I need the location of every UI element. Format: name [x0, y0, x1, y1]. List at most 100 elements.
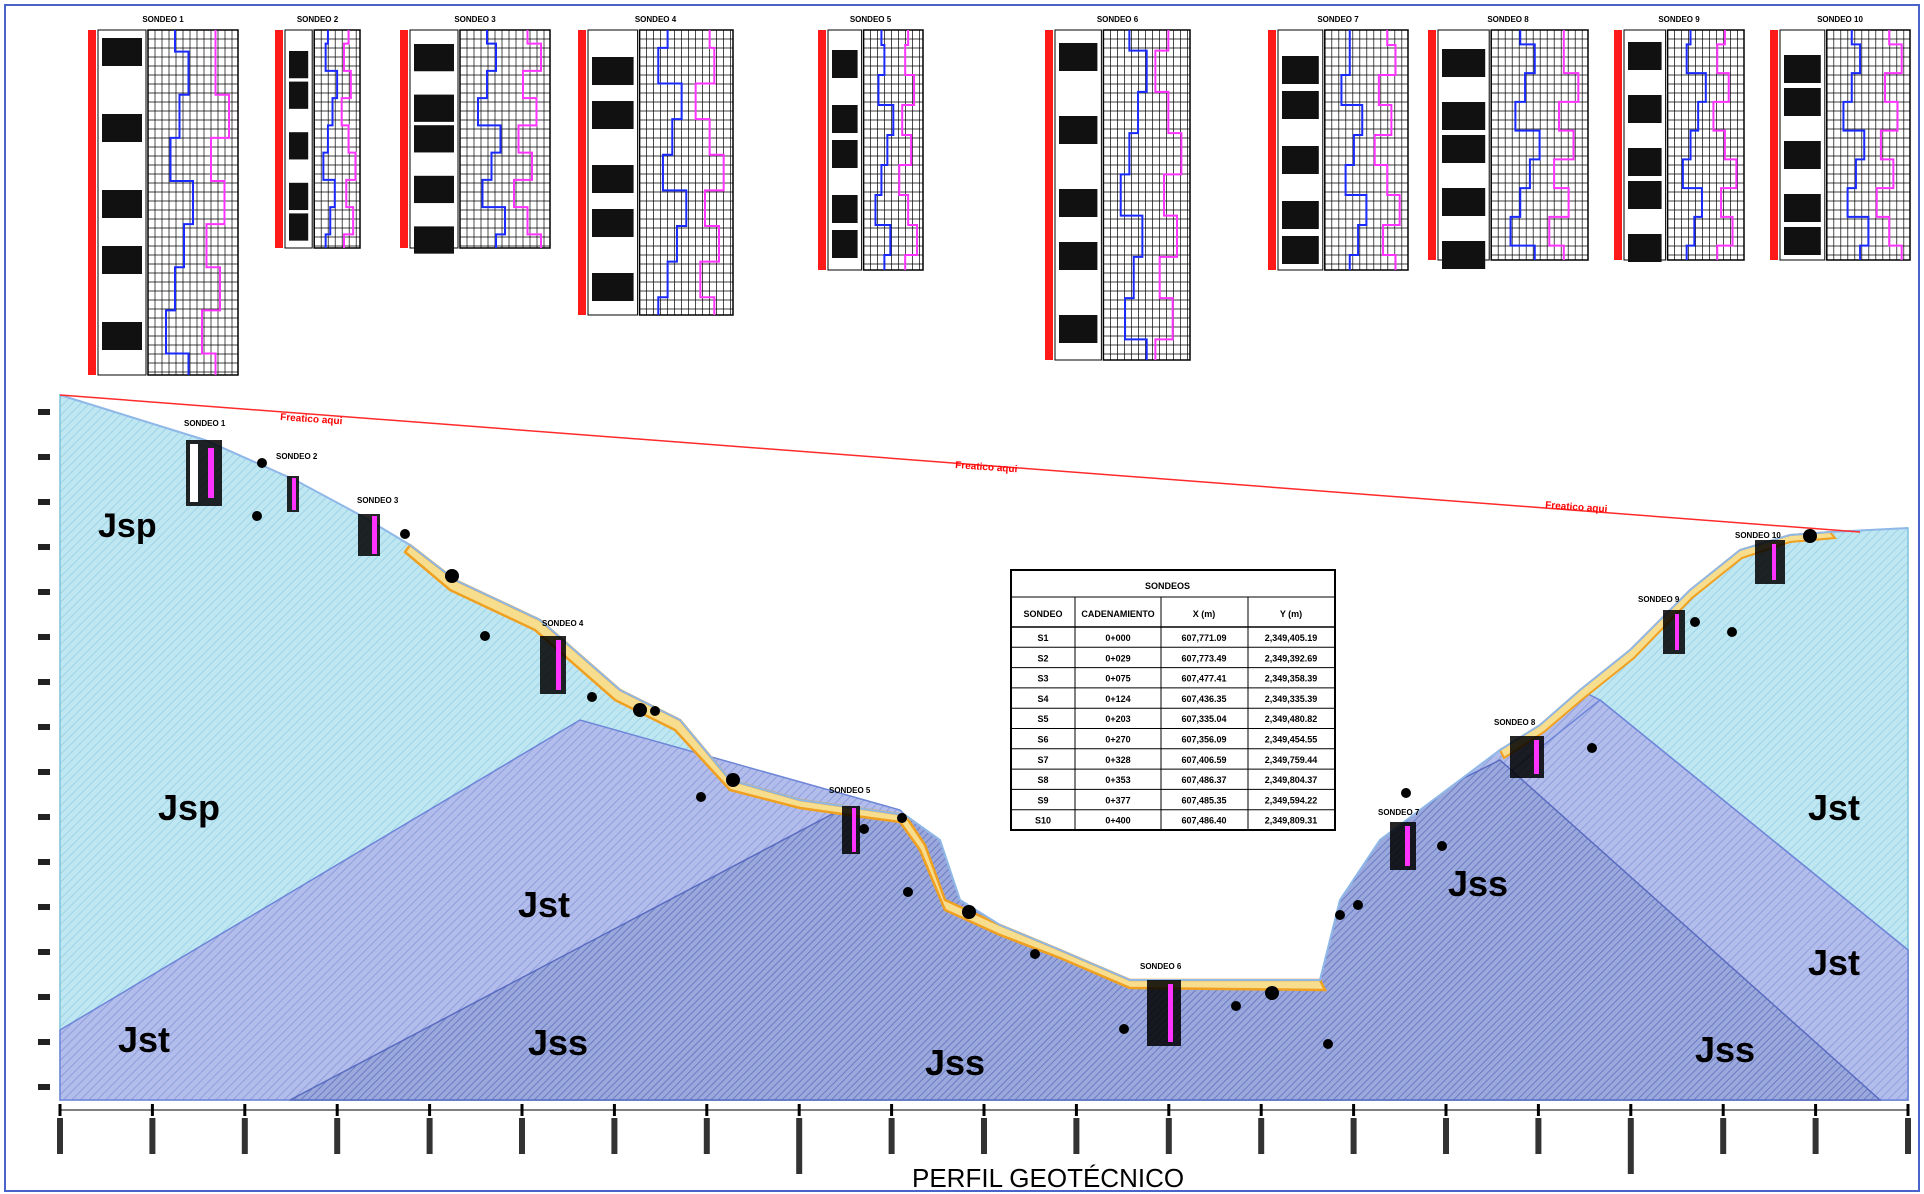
bottom-axis-tick-label: [519, 1118, 525, 1154]
log-lithology-block: [289, 132, 309, 160]
borehole-log: SONDEO 4: [578, 15, 734, 316]
table-cell: S5: [1037, 714, 1048, 724]
bottom-axis-tick-label: [1535, 1118, 1542, 1154]
borehole-log-title: SONDEO 4: [635, 15, 677, 24]
left-axis-tick: [38, 814, 50, 820]
log-lithology-block: [832, 230, 858, 258]
borehole-logs: SONDEO 1 SONDEO 2 SONDEO 3 SONDEO 4 SONDEO 5…: [88, 15, 1911, 376]
log-lithology-block: [414, 44, 454, 72]
borehole-log-title: SONDEO 7: [1317, 15, 1359, 24]
log-blue-profile: [874, 30, 895, 270]
section-sondeo-label: SONDEO 5: [829, 786, 871, 795]
bottom-axis-tick-label: [334, 1118, 341, 1154]
borehole-log-title: SONDEO 1: [142, 15, 184, 24]
borehole-log: SONDEO 3: [400, 15, 551, 254]
profile-title: PERFIL GEOTÉCNICO: [912, 1163, 1184, 1193]
log-lithology-block: [1628, 95, 1662, 123]
borehole-log-title: SONDEO 8: [1487, 15, 1529, 24]
log-lithology-block: [289, 213, 309, 241]
bottom-axis-tick-label: [426, 1118, 433, 1154]
log-magenta-profile: [201, 30, 230, 375]
borehole-log-title: SONDEO 9: [1658, 15, 1700, 24]
log-lithology-block: [102, 246, 142, 274]
bottom-axis-tick-label: [149, 1118, 156, 1154]
bottom-axis-tick-label: [241, 1118, 248, 1154]
log-magenta-profile: [1875, 30, 1903, 260]
water-table-label-2: Freatico aqui: [955, 460, 1018, 475]
left-axis-tick: [38, 994, 50, 1000]
log-blue-profile: [1340, 30, 1368, 270]
bottom-axis-tick-label: [981, 1118, 987, 1154]
table-cell: S2: [1037, 653, 1048, 663]
drawing-frame: [4, 4, 1920, 1192]
bottom-axis-tick-label: [796, 1118, 803, 1174]
log-lithology-block: [289, 51, 309, 79]
log-red-bar: [275, 30, 283, 248]
log-lithology-block: [1628, 181, 1662, 209]
table-cell: S1: [1037, 633, 1048, 643]
table-header-cell: X (m): [1193, 609, 1216, 619]
table-cell: 2,349,809.31: [1265, 816, 1318, 826]
log-lithology-block: [102, 322, 142, 350]
borehole-log-title: SONDEO 2: [297, 15, 339, 24]
borehole-log: SONDEO 5: [818, 15, 924, 271]
table-cell: 0+353: [1105, 775, 1130, 785]
borehole-log-title: SONDEO 6: [1097, 15, 1139, 24]
log-lithology-block: [1442, 188, 1486, 216]
log-lithology-block: [414, 94, 454, 122]
log-magenta-profile: [340, 30, 357, 248]
unit-label-jst-4: Jst: [1808, 942, 1860, 983]
table-cell: 0+203: [1105, 714, 1130, 724]
bottom-axis-tick-label: [1720, 1118, 1727, 1154]
log-lithology-block: [1059, 116, 1098, 144]
table-cell: 2,349,594.22: [1265, 795, 1318, 805]
table-cell: S10: [1035, 816, 1051, 826]
log-blue-profile: [1842, 30, 1870, 260]
log-lithology-block: [1282, 236, 1319, 264]
left-axis-ticks: [38, 409, 50, 1090]
log-red-bar: [1614, 30, 1622, 260]
table-cell: 2,349,804.37: [1265, 775, 1318, 785]
log-magenta-profile: [1548, 30, 1580, 260]
bottom-axis-tick-label: [1350, 1118, 1357, 1154]
log-lithology-block: [592, 57, 634, 85]
table-cell: 0+124: [1105, 694, 1130, 704]
table-cell: 2,349,480.82: [1265, 714, 1318, 724]
borehole-log: SONDEO 7: [1268, 15, 1409, 271]
log-magenta-profile: [1712, 30, 1738, 260]
bottom-axis-tick-label: [1812, 1118, 1819, 1154]
table-header-cell: CADENAMIENTO: [1081, 609, 1154, 619]
section-sondeo-label: SONDEO 7: [1378, 808, 1420, 817]
table-header-cell: Y (m): [1280, 609, 1302, 619]
log-magenta-profile: [513, 30, 542, 248]
log-lithology-block: [592, 101, 634, 129]
log-blue-profile: [165, 30, 194, 375]
log-lithology-block: [1282, 146, 1319, 174]
log-lithology-block: [1784, 141, 1821, 169]
table-cell: S3: [1037, 674, 1048, 684]
bottom-axis-tick-label: [888, 1118, 895, 1154]
log-lithology-block: [1059, 315, 1098, 343]
table-cell: 2,349,392.69: [1265, 653, 1318, 663]
log-red-bar: [1770, 30, 1778, 260]
log-lithology-block: [592, 165, 634, 193]
log-lithology-block: [289, 182, 309, 211]
table-cell: 607,771.09: [1181, 633, 1226, 643]
table-cell: 2,349,405.19: [1265, 633, 1318, 643]
log-magenta-profile: [694, 30, 725, 315]
table-cell: 0+328: [1105, 755, 1130, 765]
table-cell: 0+075: [1105, 674, 1130, 684]
log-red-bar: [1045, 30, 1053, 360]
log-blue-profile: [1509, 30, 1541, 260]
table-title: SONDEOS: [1145, 581, 1190, 591]
left-axis-tick: [38, 769, 50, 775]
log-magenta-profile: [1154, 30, 1183, 360]
unit-label-jst-1: Jst: [518, 884, 570, 925]
log-lithology-block: [1442, 241, 1486, 269]
log-lithology-block: [1628, 234, 1662, 262]
bottom-axis-tick-label: [611, 1118, 618, 1154]
table-cell: 0+377: [1105, 795, 1130, 805]
table-cell: 607,486.37: [1181, 775, 1226, 785]
log-lithology-block: [414, 175, 454, 204]
section-sondeo-label: SONDEO 9: [1638, 595, 1680, 604]
